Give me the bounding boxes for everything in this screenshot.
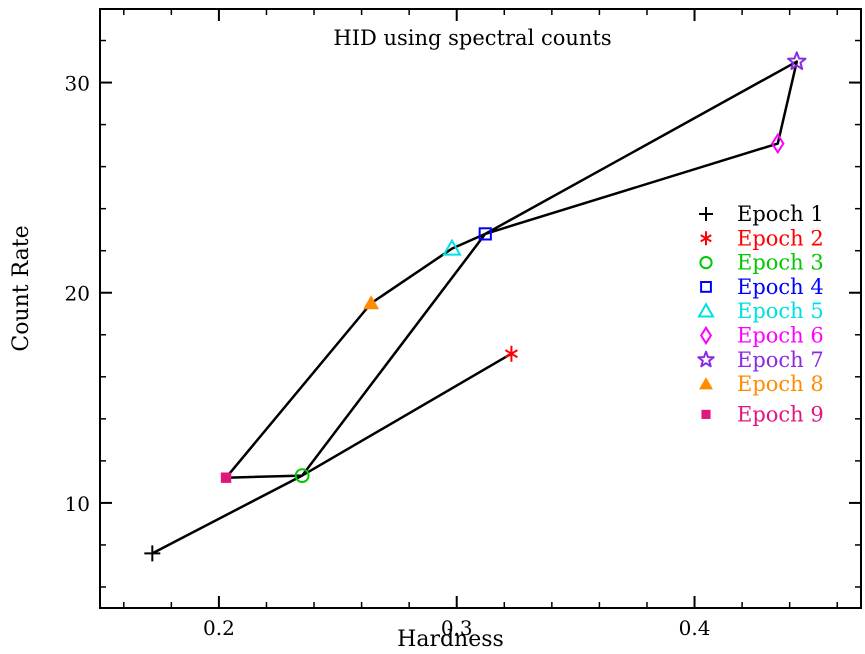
legend-marker [700, 231, 712, 246]
legend-entry-epoch-4: Epoch 4 [700, 275, 824, 299]
legend-entry-epoch-7: Epoch 7 [697, 348, 824, 372]
legend-entry-epoch-8: Epoch 8 [699, 372, 824, 396]
legend-label: Epoch 5 [737, 299, 824, 323]
legend-marker [699, 325, 713, 346]
legend-marker [699, 377, 713, 390]
legend-entry-epoch-3: Epoch 3 [699, 251, 824, 275]
chart-title: HID using spectral counts [333, 26, 611, 50]
y-tick-label: 30 [65, 72, 90, 96]
axis-ticks: 0.2 0.3 0.4 10 20 30 [65, 9, 861, 640]
y-tick-label: 20 [65, 282, 90, 306]
epoch-track-line [151, 60, 799, 555]
epoch-7-point [787, 51, 807, 70]
legend-marker [697, 302, 715, 318]
x-axis-label: Hardness [397, 627, 504, 652]
legend-entry-epoch-6: Epoch 6 [699, 324, 824, 348]
epoch-4-point [478, 227, 492, 241]
x-tick-label: 0.4 [679, 616, 711, 640]
legend-label: Epoch 4 [737, 275, 824, 299]
epoch-3-point [294, 468, 310, 483]
epoch-8-point [363, 295, 380, 310]
legend-label: Epoch 8 [737, 372, 824, 396]
epoch-2-point [504, 345, 518, 362]
y-axis-label: Count Rate [9, 225, 34, 351]
plot-frame [99, 8, 862, 609]
epoch-markers [144, 51, 807, 562]
legend-entry-epoch-5: Epoch 5 [697, 299, 824, 323]
legend-label: Epoch 2 [737, 226, 824, 250]
legend-marker [697, 350, 715, 368]
legend-marker [699, 256, 713, 270]
x-tick-label: 0.2 [203, 616, 235, 640]
x-tick-label: 0.3 [441, 616, 473, 640]
epoch-1-point [144, 545, 161, 562]
evolution-track [151, 60, 799, 555]
legend-label: Epoch 9 [737, 402, 824, 426]
legend-marker [699, 207, 713, 221]
legend-entry-epoch-1: Epoch 1 [699, 202, 824, 226]
epoch-6-point [770, 132, 785, 155]
epoch-5-point [442, 238, 462, 256]
legend-label: Epoch 1 [737, 202, 824, 226]
legend-label: Epoch 7 [737, 348, 824, 372]
legend-marker [701, 409, 711, 419]
legend-marker [700, 281, 712, 293]
legend-label: Epoch 3 [737, 251, 824, 275]
legend-entry-epoch-2: Epoch 2 [700, 226, 824, 250]
legend-label: Epoch 6 [737, 324, 824, 348]
legend-entry-epoch-9: Epoch 9 [701, 402, 824, 426]
y-tick-label: 10 [65, 492, 90, 516]
epoch-9-point [220, 472, 232, 483]
